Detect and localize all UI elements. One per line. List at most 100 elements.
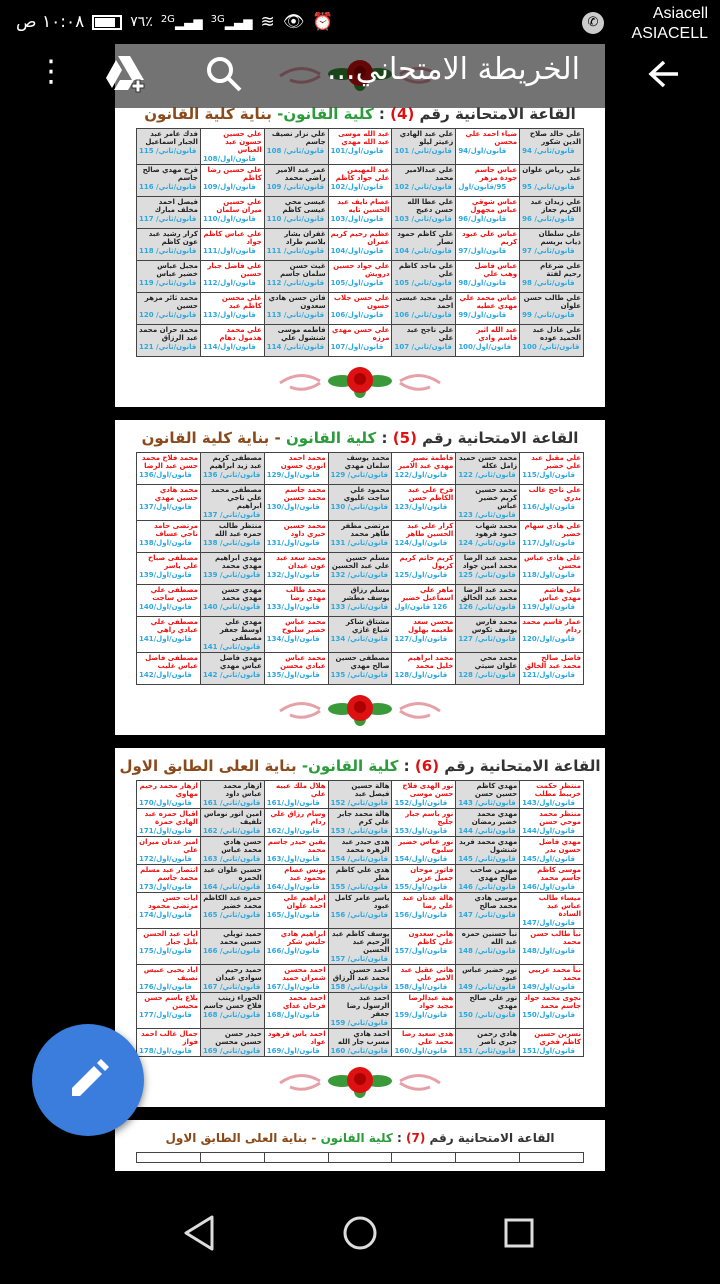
seat-cell: حمزه عبد الكاظم محمد خضير قانون/ثاني/ 165 [199, 892, 265, 929]
seat-cell [263, 1152, 329, 1163]
nav-recents-button[interactable] [504, 1218, 534, 1248]
nav-home-button[interactable] [343, 1216, 377, 1250]
seat-code: قانون/ثاني/ 151 [458, 1047, 516, 1055]
seat-code: قانون/اول/108 [202, 155, 256, 163]
edit-fab-button[interactable] [32, 1024, 144, 1136]
seat-code: قانون/ثاني/ 143 [458, 799, 516, 807]
seat-code: قانون/اول/94 [458, 147, 507, 155]
seat-cell: محمد شهاب حمود فرهود قانون/ثاني/ 124 [455, 520, 521, 553]
seat-code: قانون/اول/140 [139, 603, 192, 611]
student-name: احمد عبد الرسول رضا جعفر [346, 994, 390, 1018]
seat-cell: نور الهدى فلاح حسن موسى قانون/اول/152 [391, 780, 457, 809]
seat-cell: علي هاشم مهدي عباس قانون/اول/119 [519, 584, 584, 617]
drive-add-icon[interactable] [104, 54, 148, 102]
nav-back-button[interactable] [184, 1215, 214, 1251]
seat-cell: عبد الله موسى عبد الله مهدي قانون/اول/101 [327, 128, 393, 165]
student-name: علي سلطان ذياب بريسم [538, 230, 581, 246]
student-name: حميد رحيم سوادي عيدان [215, 966, 262, 982]
student-name: حمزه عبد الكاظم محمد خضير [203, 894, 262, 910]
seat-cell: محمد محي علوان سيتي قانون/ثاني/ 128 [455, 652, 521, 685]
seat-cell: اياد يحيى عبيس نصيف قانون/اول/176 [136, 964, 201, 993]
table-row: نجوى محمد جواد جاسم محمد قانون/اول/150 نور… [136, 992, 584, 1029]
seat-cell: فرح علي عبد الكاظم حسن قانون/اول/123 [391, 484, 457, 521]
seat-code: قانون/اول/178 [139, 1047, 192, 1055]
seat-code: قانون/اول/129 [266, 471, 320, 479]
clock: ١٠:٠٨ ص [16, 12, 85, 32]
student-name: مرتضى مظفر طاهر محمد [341, 522, 390, 538]
seat-cell: حسين علوان عبد الحمزه قانون/ثاني/ 164 [199, 864, 265, 893]
student-name: احمد حسين محمد عبد الرزاق [332, 966, 390, 982]
seat-code: قانون/اول/117 [522, 539, 575, 547]
seat-code: قانون/اول/168 [266, 1011, 320, 1019]
table-row: علي هاشم مهدي عباس قانون/اول/119 محمد عبد … [136, 584, 584, 617]
seat-code: قانون/ثاني/ 167 [202, 983, 261, 991]
student-name: كرار رشيد عبد عون كاظم [148, 230, 198, 246]
student-name: احمد هادي مسرب جار الله [337, 1030, 390, 1046]
student-name: محمد هادي حسين مهدي [154, 486, 198, 502]
seat-cell: حسن هادي محمد عباس قانون/ثاني/ 163 [199, 836, 265, 865]
title-t: القاعة الامتحانية رقم [422, 429, 579, 447]
title-n: (7) [406, 1131, 426, 1145]
seat-code: قانون/اول/175 [139, 947, 192, 955]
student-name: محمد سعد عبد عون عيدان [276, 554, 326, 570]
seat-code: قانون/اول/105 [330, 279, 384, 287]
student-name: علي عبد الهادي زعيتر ليلو [399, 130, 454, 146]
seat-cell: ماهر علي اسماعيل خضير 126 قانون/اول [391, 584, 457, 617]
title-n: (6) [414, 757, 440, 775]
student-name: عظيم رحيم كريم عمران [330, 230, 390, 246]
seat-code: قانون/ثاني/ 99 [522, 311, 575, 319]
back-arrow-icon[interactable] [646, 54, 682, 102]
seat-code: قانون/ثاني/ 150 [458, 1011, 516, 1019]
seat-code: قانون/ثاني/ 126 [458, 603, 516, 611]
seat-code: قانون/اول/151 [522, 1047, 575, 1055]
seat-code: قانون/اول/171 [139, 827, 192, 835]
seat-code: قانون/ثاني/ 102 [394, 183, 452, 191]
table-row: علي خالد صلاح الدين شكور قانون/ثاني/ 94 ضي… [136, 128, 584, 165]
more-vert-icon[interactable]: ⋮ [36, 54, 66, 89]
document-viewer[interactable]: القاعة الامتحانية رقم (4) : كلية القانون… [0, 44, 720, 1195]
student-name: منتظر طالب حمزه عبد الله [214, 522, 262, 538]
seat-code: قانون/اول/102 [330, 183, 384, 191]
signal-3g-icon: 3G▂▄▆ [210, 14, 253, 30]
seat-code: قانون/اول/149 [522, 983, 575, 991]
student-name: يوسف كاظم عبد الرحيم عبد الحسين [331, 930, 390, 954]
student-name: محمد احمد انوري حسون [280, 454, 326, 470]
student-name: محمد فلاح محمد حسن عبد الرضا [141, 454, 198, 470]
seat-code: قانون/ثاني/ 129 [330, 471, 388, 479]
seat-code: قانون/اول/98 [458, 279, 507, 287]
seat-cell: هدى حيدر عبد الزهره محمد قانون/ثاني/ 154 [327, 836, 393, 865]
seat-cell: احمد حسين محمد عبد الرزاق قانون/ثاني/ 158 [327, 964, 393, 993]
student-name: عباس محمد علي مهدي عطيه [459, 294, 518, 310]
title-sep: : [392, 1131, 402, 1145]
seat-code: قانون/اول/164 [266, 883, 320, 891]
seat-code: قانون/ثاني/ 94 [522, 147, 575, 155]
student-name: حميد تويلي حسين محمد [219, 930, 262, 946]
seat-cell: مرتضى حامد ناجي عساف قانون/اول/138 [136, 520, 201, 553]
student-name: ماهر علي اسماعيل خضير [401, 586, 454, 602]
edit-pencil-icon [72, 1059, 109, 1096]
seat-cell: غفران بشار بلاسم طراد قانون/ثاني/ 111 [263, 228, 329, 261]
seat-cell: ايات عبد الحسن بليل جبار قانون/اول/175 [136, 928, 201, 965]
student-name: حسين علوان عبد الحمزه [203, 866, 262, 882]
seat-code: قانون/اول/174 [139, 911, 192, 919]
seat-cell: علي حسين حسون عبد العباس قانون/اول/108 [199, 128, 265, 165]
seat-code: قانون/اول/128 [394, 671, 448, 679]
seat-code: قانون/اول/162 [266, 827, 320, 835]
seat-cell: محمد حسين خيري داود قانون/اول/131 [263, 520, 329, 553]
search-icon[interactable] [204, 54, 244, 102]
seat-cell: نجوى محمد جواد جاسم محمد قانون/اول/150 [519, 992, 584, 1029]
seat-cell: ياسر عامر كامل عبود قانون/ثاني/ 156 [327, 892, 393, 929]
seat-code: قانون/اول/145 [522, 855, 575, 863]
seat-code: قانون/ثاني/ 100 [522, 343, 580, 351]
seat-code: قانون/اول/172 [139, 855, 192, 863]
seat-cell: امين انور نوماس تلفيف قانون/ثاني/ 162 [199, 808, 265, 837]
student-name: هدى حيدر عبد الزهره محمد [341, 838, 390, 854]
seat-code: قانون/اول/104 [330, 247, 384, 255]
student-name: مسلم رزاق يوسف مطشر [342, 586, 390, 602]
seat-cell: فاطمه موسى شنشول علي قانون/ثاني/ 114 [263, 324, 329, 357]
student-name: اياد يحيى عبيس نصيف [143, 966, 198, 982]
seat-code: قانون/اول/163 [266, 855, 320, 863]
student-name: عيسى محي عيسى كاظم [282, 198, 326, 214]
seat-cell: مصطفى حسين صالح مهدي قانون/ثاني/ 135 [327, 652, 393, 685]
seat-code: قانون/اول/156 [394, 911, 448, 919]
